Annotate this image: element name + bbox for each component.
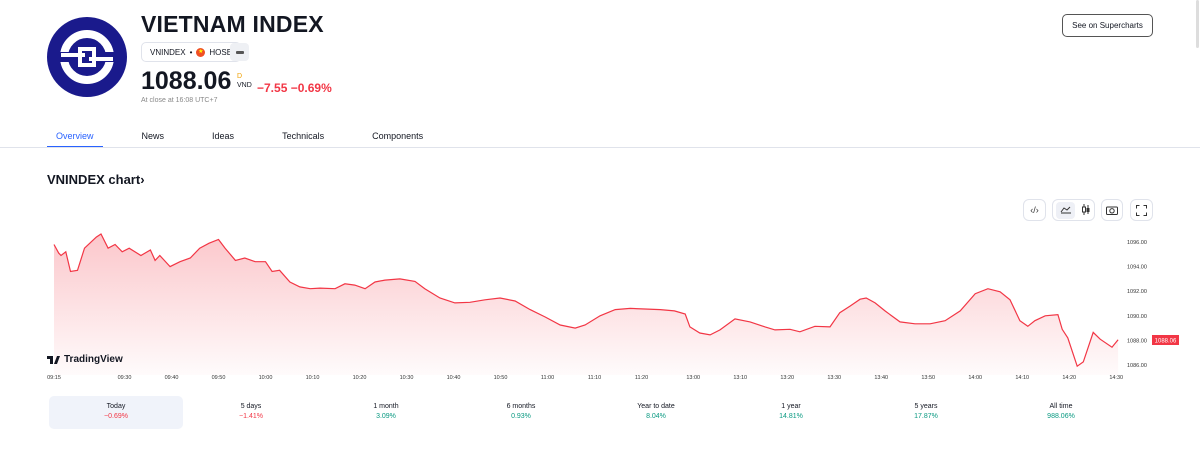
period-change: 17.87% <box>914 413 938 420</box>
page-title: VIETNAM INDEX <box>141 11 324 37</box>
x-tick-label: 13:20 <box>780 375 794 381</box>
vietnam-flag-icon: ★ <box>196 47 206 57</box>
tab-technicals[interactable]: Technicals <box>282 131 325 141</box>
tab-ideas[interactable]: Ideas <box>212 131 235 141</box>
period-5-years[interactable]: 5 years 17.87% <box>859 396 993 429</box>
period-change: −1.41% <box>239 413 263 420</box>
y-tick-label: 1096.00 <box>1127 240 1147 246</box>
exchange: HOSE <box>209 47 233 57</box>
tab-components[interactable]: Components <box>372 131 424 141</box>
watermark-text: TradingView <box>64 354 123 365</box>
period-1-month[interactable]: 1 month 3.09% <box>319 396 453 429</box>
x-tick-label: 10:00 <box>259 375 273 381</box>
last-price-label: 1088.06 <box>1155 339 1177 345</box>
line-chart-icon[interactable] <box>1056 201 1075 219</box>
x-tick-label: 09:30 <box>118 375 132 381</box>
x-tick-label: 13:10 <box>733 375 747 381</box>
x-tick-label: 09:50 <box>212 375 226 381</box>
x-tick-label: 14:20 <box>1062 375 1076 381</box>
x-tick-label: 14:00 <box>968 375 982 381</box>
tradingview-watermark: TradingView <box>47 354 123 365</box>
chart-title: VNINDEX chart <box>47 172 141 187</box>
price: 1088.06 <box>141 67 232 95</box>
camera-icon <box>1106 206 1118 215</box>
x-tick-label: 10:20 <box>353 375 367 381</box>
period-year-to-date[interactable]: Year to date 8.04% <box>589 396 723 429</box>
chart-title-link[interactable]: VNINDEX chart› <box>47 172 145 187</box>
fullscreen-icon <box>1136 204 1147 216</box>
period-label: 6 months <box>506 403 536 410</box>
x-tick-label: 11:00 <box>541 375 554 381</box>
period-label: 5 days <box>240 403 262 410</box>
y-tick-label: 1088.00 <box>1127 338 1147 344</box>
x-tick-label: 10:40 <box>447 375 461 381</box>
see-on-supercharts-button[interactable]: See on Supercharts <box>1062 14 1153 37</box>
x-tick-label: 13:30 <box>827 375 841 381</box>
chevron-right-icon: › <box>140 172 145 187</box>
period-label: All time <box>1049 403 1073 410</box>
tab-news[interactable]: News <box>141 131 165 141</box>
minus-icon <box>235 50 244 54</box>
chart-type-group <box>1052 199 1095 221</box>
currency-block: D VND <box>237 72 252 90</box>
last-price-tag <box>1152 335 1179 345</box>
period-6-months[interactable]: 6 months 0.93% <box>454 396 588 429</box>
period-label: 1 year <box>781 403 801 410</box>
currency-mark: D <box>237 73 243 80</box>
period-change: 14.81% <box>779 413 803 420</box>
y-tick-label: 1094.00 <box>1127 265 1147 271</box>
close-note: At close at 16:08 UTC+7 <box>141 97 218 104</box>
period-change: 988.06% <box>1047 413 1075 420</box>
scrollbar[interactable] <box>1196 0 1199 48</box>
separator: • <box>189 47 193 57</box>
change-abs: −7.55 <box>257 81 288 95</box>
period-1-year[interactable]: 1 year 14.81% <box>724 396 858 429</box>
x-tick-label: 14:30 <box>1109 375 1123 381</box>
price-change: −7.55 −0.69% <box>257 81 332 95</box>
period-change: 0.93% <box>511 413 531 420</box>
period-change: −0.69% <box>104 413 128 420</box>
y-tick-label: 1090.00 <box>1127 314 1147 320</box>
y-tick-label: 1086.00 <box>1127 363 1147 369</box>
more-button[interactable] <box>230 43 249 61</box>
fullscreen-button[interactable] <box>1130 199 1153 221</box>
divider <box>0 147 1200 148</box>
x-tick-label: 09:40 <box>165 375 179 381</box>
x-tick-label: 10:30 <box>400 375 414 381</box>
embed-button[interactable]: ‹/› <box>1023 199 1046 221</box>
period-label: 1 month <box>373 403 399 410</box>
x-tick-label: 13:50 <box>921 375 935 381</box>
period-selector: Today −0.69% 5 days −1.41% 1 month 3.09% 6 mon… <box>49 396 1129 429</box>
symbol: VNINDEX <box>150 47 186 57</box>
snapshot-button[interactable] <box>1101 199 1123 221</box>
x-tick-label: 13:00 <box>686 375 700 381</box>
period-change: 3.09% <box>376 413 396 420</box>
x-tick-label: 13:40 <box>874 375 888 381</box>
period-today[interactable]: Today −0.69% <box>49 396 183 429</box>
candles-icon[interactable] <box>1081 203 1091 217</box>
x-tick-label: 09:15 <box>47 375 61 381</box>
period-label: Today <box>106 403 126 410</box>
change-pct: −0.69% <box>290 81 332 95</box>
x-tick-label: 11:10 <box>588 375 601 381</box>
period-label: 5 years <box>914 403 938 410</box>
x-tick-label: 11:20 <box>635 375 648 381</box>
y-tick-label: 1092.00 <box>1127 289 1147 295</box>
period-5-days[interactable]: 5 days −1.41% <box>184 396 318 429</box>
x-tick-label: 14:10 <box>1015 375 1029 381</box>
currency: VND <box>237 82 252 89</box>
embed-icon: ‹/› <box>1030 205 1039 215</box>
x-tick-label: 10:10 <box>306 375 320 381</box>
price-line <box>53 233 1119 368</box>
x-tick-label: 10:50 <box>494 375 508 381</box>
period-change: 8.04% <box>646 413 666 420</box>
period-all-time[interactable]: All time 988.06% <box>994 396 1128 429</box>
price-area <box>54 234 1119 375</box>
tradingview-logo-icon <box>47 355 60 364</box>
period-label: Year to date <box>637 403 675 410</box>
vietnam-index-logo <box>47 17 127 97</box>
